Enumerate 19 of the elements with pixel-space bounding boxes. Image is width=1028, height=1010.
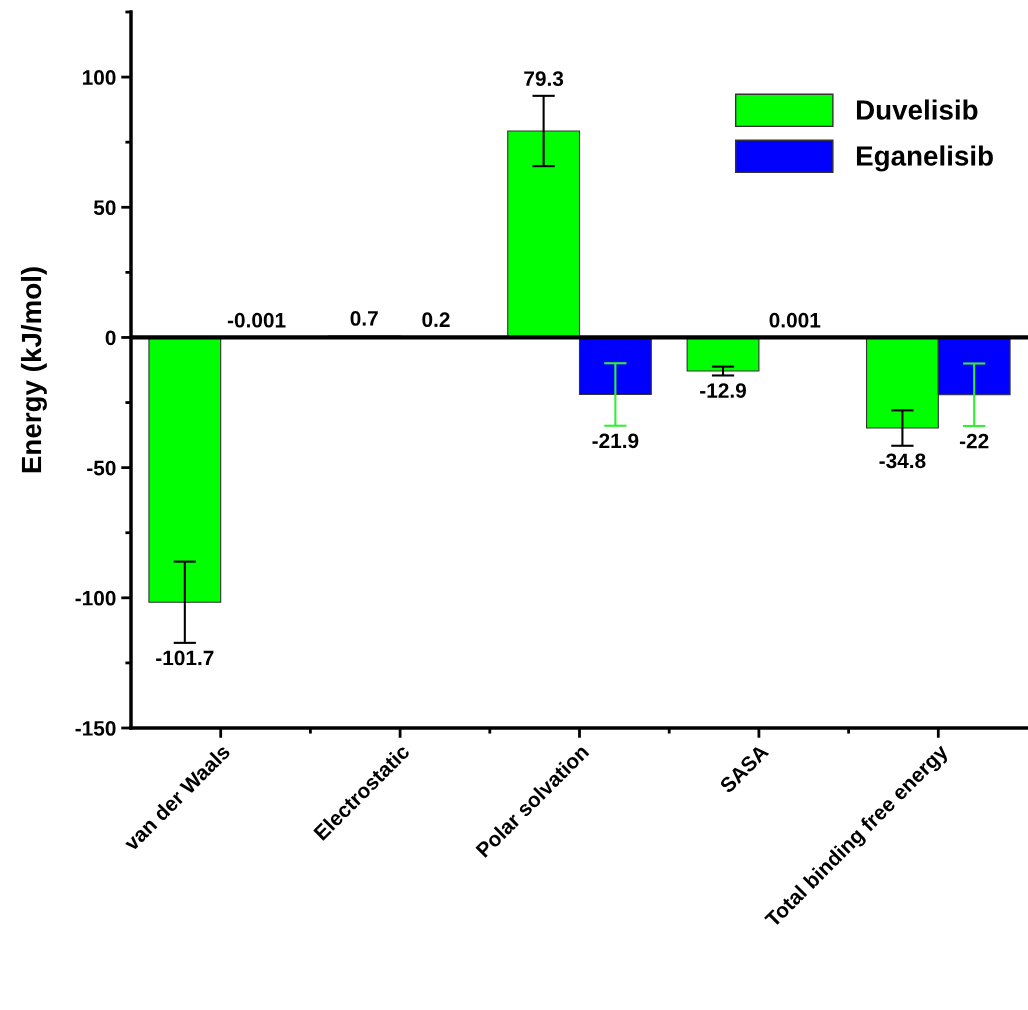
y-tick-label: 0 <box>105 330 116 346</box>
data-label: 0.7 <box>350 311 378 326</box>
legend-label: Eganelisib <box>856 145 993 172</box>
data-label: -101.7 <box>156 650 214 666</box>
y-tick-label: 100 <box>82 70 116 85</box>
data-label: -22 <box>959 433 989 449</box>
data-label: 79.3 <box>524 71 564 87</box>
data-label: -12.9 <box>700 383 746 398</box>
y-tick-label: -150 <box>75 721 116 736</box>
data-label: 0.2 <box>422 312 450 328</box>
data-label: 0.001 <box>769 312 821 328</box>
data-label: -34.8 <box>879 453 926 469</box>
data-label: -21.9 <box>592 433 639 449</box>
y-axis-title: Energy (kJ/mol) <box>20 267 47 473</box>
legend-label: Duvelisib <box>856 99 978 120</box>
data-label: -0.001 <box>227 312 286 328</box>
y-tick-label: -50 <box>87 460 116 476</box>
y-tick-label: -100 <box>75 590 116 606</box>
y-tick-label: 50 <box>93 200 116 216</box>
